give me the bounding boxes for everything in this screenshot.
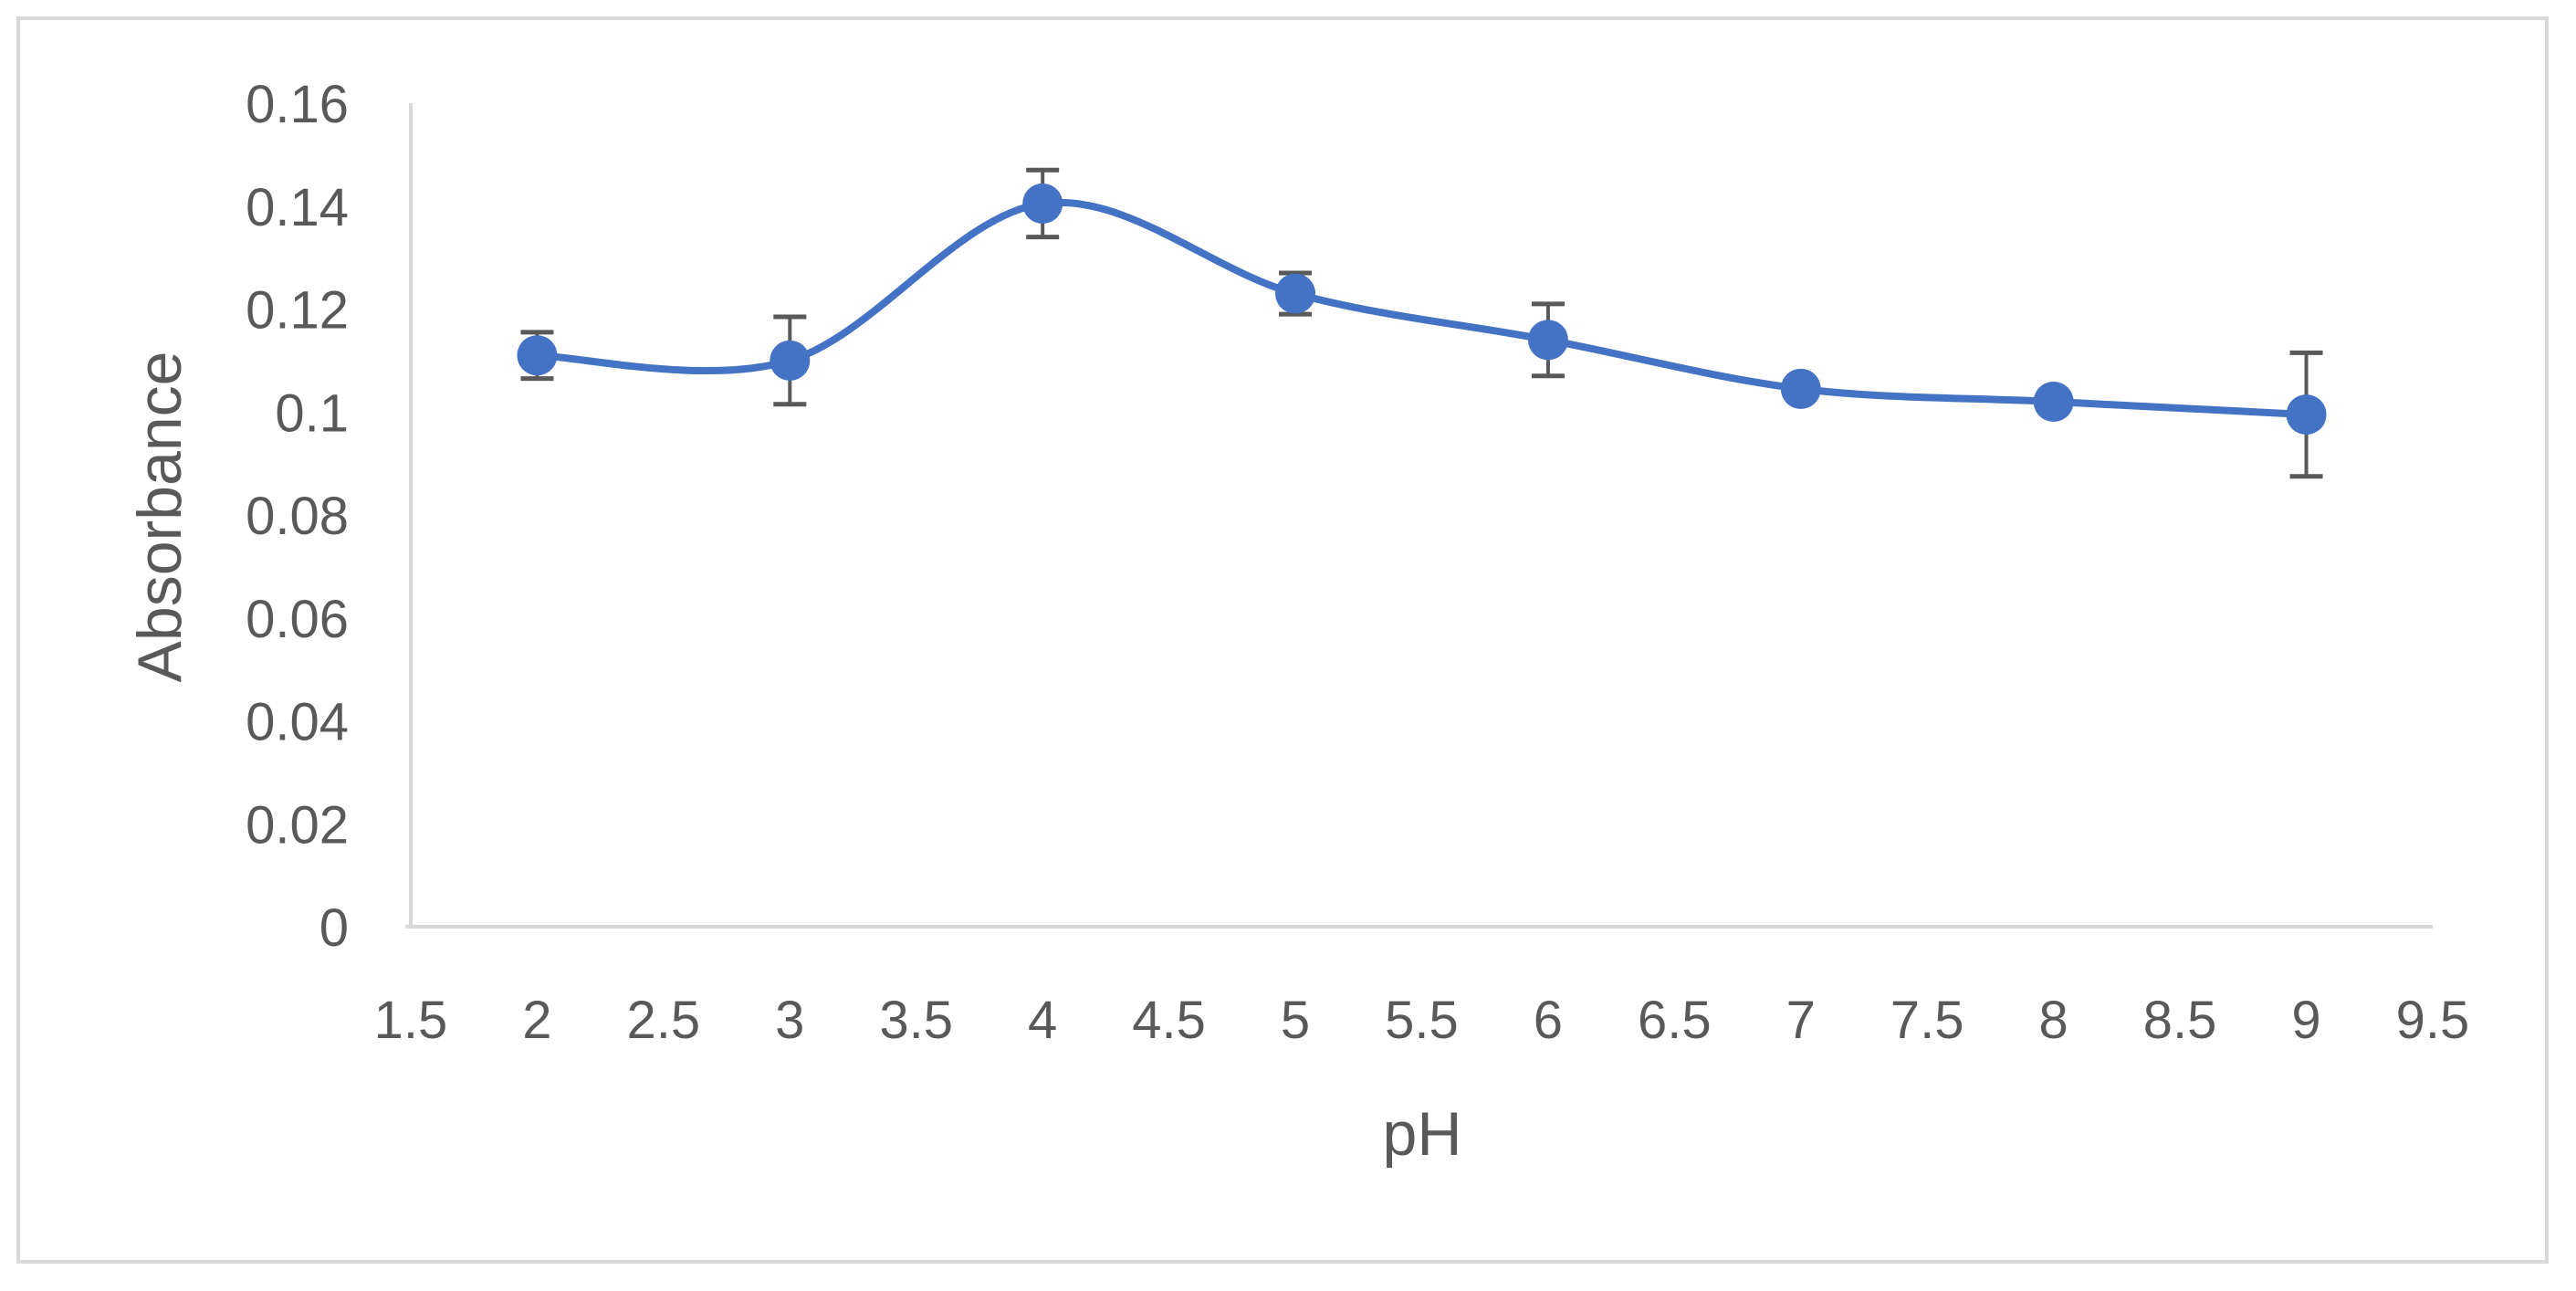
x-tick-label: 3.5 <box>879 991 953 1050</box>
x-tick-label: 1.5 <box>374 991 448 1050</box>
y-axis-title: Absorbance <box>125 352 194 683</box>
data-point <box>517 335 558 376</box>
tick-labels: 0 0.02 0.04 0.06 0.08 0.1 0.12 0.14 0.16 1.5 2 2.5 3… <box>246 75 2469 1050</box>
y-tick-label: 0.06 <box>246 590 349 649</box>
x-tick-label: 6.5 <box>1638 991 1712 1050</box>
data-point <box>2286 394 2327 436</box>
x-tick-label: 5.5 <box>1385 991 1459 1050</box>
axes <box>405 103 2433 929</box>
y-tick-label: 0.02 <box>246 795 349 855</box>
y-tick-label: 0.08 <box>246 487 349 546</box>
x-tick-label: 2.5 <box>627 991 701 1050</box>
x-tick-label: 6 <box>1534 991 1563 1050</box>
y-tick-label: 0.14 <box>246 178 349 237</box>
x-tick-label: 8 <box>2039 991 2068 1050</box>
data-point <box>770 340 811 381</box>
y-tick-label: 0 <box>319 898 349 958</box>
x-tick-label: 8.5 <box>2143 991 2217 1050</box>
x-tick-label: 9.5 <box>2396 991 2470 1050</box>
x-tick-label: 9 <box>2291 991 2320 1050</box>
y-tick-label: 0.1 <box>275 383 349 443</box>
x-axis-title: pH <box>1383 1099 1462 1169</box>
data-point <box>1527 320 1568 361</box>
y-tick-label: 0.12 <box>246 281 349 341</box>
chart-frame <box>16 16 2549 1264</box>
x-tick-label: 5 <box>1281 991 1310 1050</box>
data-point <box>1275 273 1316 314</box>
y-tick-label: 0.04 <box>246 693 349 752</box>
x-tick-label: 7 <box>1786 991 1816 1050</box>
data-point <box>1022 183 1063 224</box>
data-point <box>1780 368 1821 409</box>
x-tick-label: 2 <box>522 991 551 1050</box>
series-line <box>533 198 2310 419</box>
x-tick-label: 3 <box>775 991 804 1050</box>
x-tick-label: 7.5 <box>1890 991 1964 1050</box>
x-tick-label: 4 <box>1028 991 1057 1050</box>
x-tick-label: 4.5 <box>1132 991 1206 1050</box>
y-tick-label: 0.16 <box>246 75 349 134</box>
series <box>517 167 2327 479</box>
data-point <box>2033 381 2074 422</box>
